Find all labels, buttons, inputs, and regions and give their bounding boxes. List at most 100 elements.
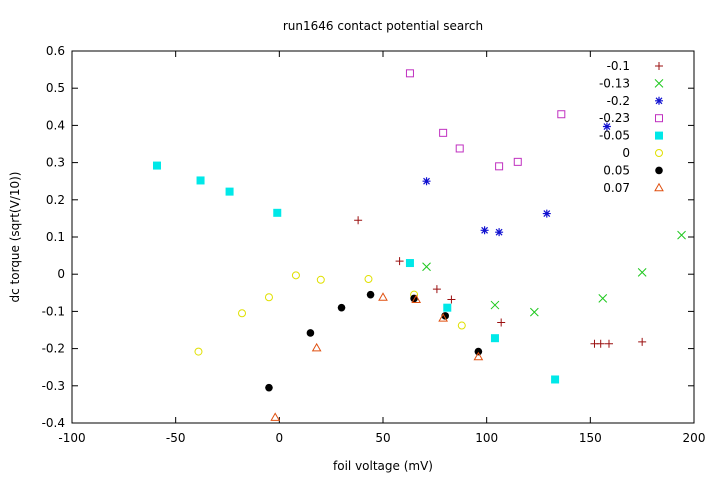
x-tick-label: 50 [375, 431, 390, 445]
data-point [457, 321, 466, 330]
y-tick-label: 0.1 [46, 230, 65, 244]
legend-marker [655, 131, 663, 140]
data-point [638, 337, 647, 346]
data-point [270, 412, 281, 421]
data-point [495, 162, 504, 171]
data-point [316, 275, 325, 284]
data-point [473, 351, 484, 361]
legend-marker [655, 166, 663, 175]
data-point [196, 176, 205, 185]
data-point [654, 182, 664, 192]
data-point [443, 303, 452, 312]
data-point [529, 307, 539, 317]
data-point [490, 334, 499, 343]
legend-marker [654, 182, 664, 192]
x-tick-label: 200 [683, 431, 706, 445]
data-point [596, 339, 605, 348]
y-tick-label: -0.1 [42, 304, 65, 318]
data-point [497, 318, 506, 327]
data-point [655, 166, 663, 175]
x-axis-label: foil voltage (mV) [333, 459, 433, 473]
data-point [311, 342, 322, 352]
data-point [405, 69, 414, 78]
plot-frame [71, 50, 695, 424]
data-points [153, 69, 686, 421]
series-1 [422, 230, 686, 317]
data-point [273, 208, 282, 217]
data-point [439, 128, 448, 137]
data-point [655, 96, 663, 105]
axis-ticks: -100 -50 0 50 100 150 2000.60.50.40.30.20.10-0… [42, 44, 706, 445]
legend-marker [655, 114, 663, 123]
data-point [264, 293, 273, 302]
data-point [557, 110, 566, 119]
legend: -0.1 -0.13 -0.2 -0.23 -0.05 0 0.05 0.07 [599, 59, 664, 195]
y-tick-label: 0.6 [46, 44, 65, 58]
legend-label: 0 [622, 146, 630, 160]
data-point [364, 275, 373, 284]
data-point [474, 347, 483, 356]
data-point [337, 303, 346, 312]
data-point [455, 144, 464, 153]
x-tick-label: -50 [166, 431, 186, 445]
legend-marker [655, 149, 663, 157]
series-2 [422, 122, 611, 237]
y-tick-label: 0.3 [46, 156, 65, 170]
data-point [306, 329, 315, 337]
data-point [655, 62, 663, 70]
data-point [422, 262, 431, 272]
data-point [238, 309, 247, 318]
data-point [490, 300, 500, 310]
data-point [542, 209, 551, 218]
data-point [225, 187, 234, 196]
data-point [495, 228, 504, 237]
series-4 [153, 161, 560, 384]
y-tick-label: 0.4 [46, 118, 65, 132]
chart-title: run1646 contact potential search [283, 19, 483, 33]
data-point [654, 79, 664, 88]
plot-border [71, 50, 695, 424]
data-point [438, 313, 448, 322]
data-point [677, 230, 686, 240]
data-point [602, 122, 611, 131]
legend-marker [655, 96, 663, 105]
x-tick-label: -100 [58, 431, 85, 445]
data-point [153, 161, 162, 170]
series-0 [354, 216, 647, 348]
x-tick-label: 100 [475, 431, 498, 445]
legend-label: 0.05 [603, 163, 630, 177]
data-point [265, 383, 273, 392]
data-point [194, 347, 203, 356]
legend-label: -0.13 [599, 76, 630, 90]
y-axis-label: dc torque (sqrt(V/10)) [8, 172, 22, 303]
data-point [655, 114, 663, 123]
series-5 [194, 271, 466, 356]
data-point [655, 131, 663, 140]
data-point [513, 157, 522, 166]
data-point [447, 295, 456, 304]
y-tick-label: 0.5 [46, 81, 65, 95]
legend-label: 0.07 [603, 181, 630, 195]
legend-marker [654, 79, 664, 88]
series-3 [405, 69, 566, 171]
y-tick-label: 0 [57, 267, 65, 281]
data-point [604, 339, 613, 348]
data-point [378, 292, 388, 301]
legend-label: -0.23 [599, 111, 630, 125]
data-point [551, 375, 560, 384]
series-7 [270, 292, 484, 421]
data-point [422, 177, 431, 186]
series-6 [265, 290, 483, 392]
data-point [395, 257, 404, 266]
legend-label: -0.2 [607, 94, 630, 108]
data-point [354, 216, 363, 225]
y-tick-label: -0.3 [42, 379, 65, 393]
x-tick-label: 0 [276, 431, 284, 445]
y-tick-label: -0.2 [42, 342, 65, 356]
data-point [480, 226, 489, 235]
legend-marker [655, 62, 663, 70]
data-point [637, 267, 647, 277]
y-tick-label: -0.4 [42, 416, 65, 430]
data-point [432, 285, 441, 294]
